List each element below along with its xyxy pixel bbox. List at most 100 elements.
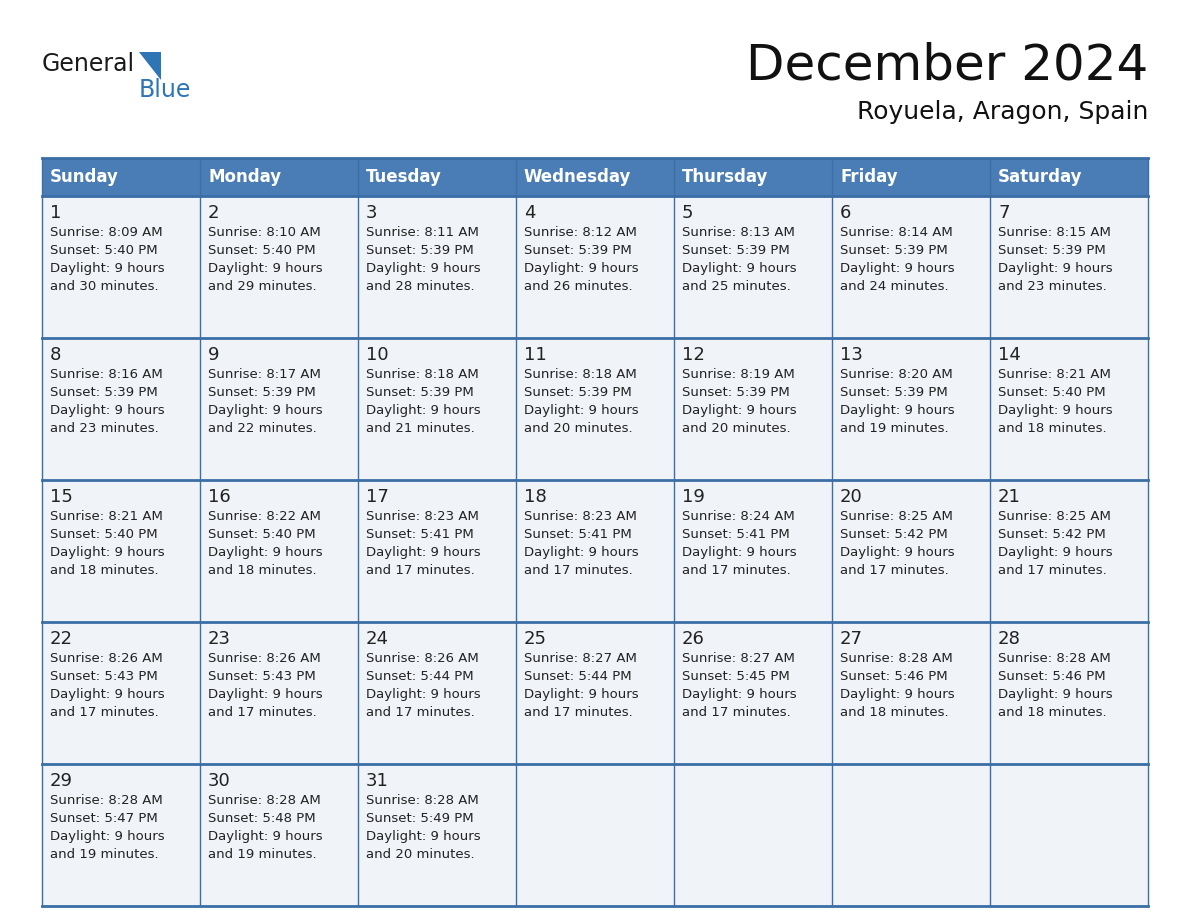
Text: Daylight: 9 hours: Daylight: 9 hours [682,404,797,417]
Text: Sunset: 5:42 PM: Sunset: 5:42 PM [840,528,948,541]
Text: Daylight: 9 hours: Daylight: 9 hours [840,404,955,417]
Text: 9: 9 [208,346,220,364]
Text: and 17 minutes.: and 17 minutes. [998,564,1107,577]
Text: Sunset: 5:46 PM: Sunset: 5:46 PM [998,670,1106,683]
Text: Daylight: 9 hours: Daylight: 9 hours [366,546,481,559]
Text: Sunrise: 8:10 AM: Sunrise: 8:10 AM [208,226,321,239]
Text: Saturday: Saturday [998,168,1082,186]
Text: 21: 21 [998,488,1020,506]
Text: Daylight: 9 hours: Daylight: 9 hours [998,546,1113,559]
Text: Sunset: 5:44 PM: Sunset: 5:44 PM [524,670,632,683]
Text: Thursday: Thursday [682,168,769,186]
Text: Friday: Friday [840,168,898,186]
Text: Sunrise: 8:28 AM: Sunrise: 8:28 AM [998,652,1111,665]
Text: Sunset: 5:42 PM: Sunset: 5:42 PM [998,528,1106,541]
Text: Daylight: 9 hours: Daylight: 9 hours [998,404,1113,417]
Text: and 28 minutes.: and 28 minutes. [366,280,475,293]
Text: and 17 minutes.: and 17 minutes. [682,564,791,577]
Text: and 20 minutes.: and 20 minutes. [682,422,791,435]
Text: 2: 2 [208,204,220,222]
Text: Sunset: 5:40 PM: Sunset: 5:40 PM [50,244,158,257]
Text: Tuesday: Tuesday [366,168,442,186]
Text: Sunrise: 8:17 AM: Sunrise: 8:17 AM [208,368,321,381]
Text: Sunrise: 8:13 AM: Sunrise: 8:13 AM [682,226,795,239]
Text: 7: 7 [998,204,1010,222]
Text: Daylight: 9 hours: Daylight: 9 hours [208,546,323,559]
Text: Sunset: 5:39 PM: Sunset: 5:39 PM [998,244,1106,257]
Text: Daylight: 9 hours: Daylight: 9 hours [50,404,165,417]
Text: December 2024: December 2024 [746,42,1148,90]
Text: Sunset: 5:39 PM: Sunset: 5:39 PM [366,244,474,257]
Text: and 26 minutes.: and 26 minutes. [524,280,633,293]
Bar [42,338,1148,480]
Text: Sunrise: 8:21 AM: Sunrise: 8:21 AM [998,368,1111,381]
Text: Daylight: 9 hours: Daylight: 9 hours [366,830,481,843]
Text: Sunset: 5:39 PM: Sunset: 5:39 PM [840,386,948,399]
Text: and 17 minutes.: and 17 minutes. [366,564,475,577]
Text: Sunrise: 8:25 AM: Sunrise: 8:25 AM [840,510,953,523]
Text: Sunrise: 8:16 AM: Sunrise: 8:16 AM [50,368,163,381]
Text: Sunrise: 8:25 AM: Sunrise: 8:25 AM [998,510,1111,523]
Text: Royuela, Aragon, Spain: Royuela, Aragon, Spain [857,100,1148,124]
Text: Sunset: 5:43 PM: Sunset: 5:43 PM [50,670,158,683]
Text: Blue: Blue [139,78,191,102]
Text: Sunrise: 8:12 AM: Sunrise: 8:12 AM [524,226,637,239]
Text: Daylight: 9 hours: Daylight: 9 hours [208,404,323,417]
Text: Wednesday: Wednesday [524,168,631,186]
Text: Sunset: 5:49 PM: Sunset: 5:49 PM [366,812,474,825]
Bar [42,196,1148,338]
Text: and 22 minutes.: and 22 minutes. [208,422,317,435]
Text: 25: 25 [524,630,546,648]
Text: 31: 31 [366,772,388,790]
Text: 26: 26 [682,630,704,648]
Text: Daylight: 9 hours: Daylight: 9 hours [682,688,797,701]
Text: and 25 minutes.: and 25 minutes. [682,280,791,293]
Text: Sunrise: 8:26 AM: Sunrise: 8:26 AM [366,652,479,665]
Text: Sunday: Sunday [50,168,119,186]
Text: and 30 minutes.: and 30 minutes. [50,280,159,293]
Text: Daylight: 9 hours: Daylight: 9 hours [208,830,323,843]
Text: Sunset: 5:39 PM: Sunset: 5:39 PM [208,386,316,399]
Text: Sunset: 5:43 PM: Sunset: 5:43 PM [208,670,316,683]
Text: General: General [42,52,135,76]
Text: Sunrise: 8:27 AM: Sunrise: 8:27 AM [682,652,795,665]
Text: Sunrise: 8:21 AM: Sunrise: 8:21 AM [50,510,163,523]
Text: Sunset: 5:40 PM: Sunset: 5:40 PM [50,528,158,541]
Text: Sunset: 5:40 PM: Sunset: 5:40 PM [998,386,1106,399]
Text: Sunset: 5:40 PM: Sunset: 5:40 PM [208,244,316,257]
Bar [42,764,1148,906]
Text: 28: 28 [998,630,1020,648]
Text: and 19 minutes.: and 19 minutes. [208,848,317,861]
Text: 18: 18 [524,488,546,506]
Text: Daylight: 9 hours: Daylight: 9 hours [366,262,481,275]
Text: Daylight: 9 hours: Daylight: 9 hours [998,688,1113,701]
Bar [42,480,1148,622]
Text: Sunrise: 8:28 AM: Sunrise: 8:28 AM [366,794,479,807]
Text: Sunrise: 8:14 AM: Sunrise: 8:14 AM [840,226,953,239]
Text: Daylight: 9 hours: Daylight: 9 hours [50,262,165,275]
Text: Sunrise: 8:26 AM: Sunrise: 8:26 AM [208,652,321,665]
Text: Sunset: 5:45 PM: Sunset: 5:45 PM [682,670,790,683]
Text: and 18 minutes.: and 18 minutes. [998,422,1107,435]
Text: and 17 minutes.: and 17 minutes. [840,564,949,577]
Text: 19: 19 [682,488,704,506]
Text: 11: 11 [524,346,546,364]
Text: and 18 minutes.: and 18 minutes. [998,706,1107,719]
Text: and 17 minutes.: and 17 minutes. [208,706,317,719]
Text: Sunset: 5:39 PM: Sunset: 5:39 PM [366,386,474,399]
Text: Sunset: 5:41 PM: Sunset: 5:41 PM [366,528,474,541]
Text: 15: 15 [50,488,72,506]
Text: and 17 minutes.: and 17 minutes. [366,706,475,719]
Text: and 18 minutes.: and 18 minutes. [50,564,159,577]
Text: 4: 4 [524,204,536,222]
Text: 13: 13 [840,346,862,364]
Text: and 17 minutes.: and 17 minutes. [524,564,633,577]
Text: and 29 minutes.: and 29 minutes. [208,280,317,293]
Text: 27: 27 [840,630,862,648]
Text: Daylight: 9 hours: Daylight: 9 hours [682,262,797,275]
Text: Sunrise: 8:19 AM: Sunrise: 8:19 AM [682,368,795,381]
Text: and 17 minutes.: and 17 minutes. [682,706,791,719]
Text: Sunrise: 8:18 AM: Sunrise: 8:18 AM [366,368,479,381]
Text: and 23 minutes.: and 23 minutes. [50,422,159,435]
Text: Sunset: 5:41 PM: Sunset: 5:41 PM [524,528,632,541]
